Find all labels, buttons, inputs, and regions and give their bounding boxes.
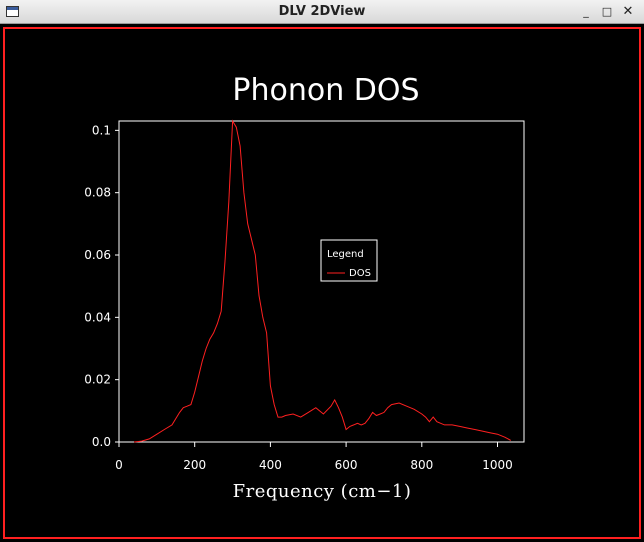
window-title: DLV 2DView [278,4,366,19]
minimize-button[interactable]: _ [583,5,589,18]
x-tick-label: 800 [410,458,433,472]
x-tick-label: 200 [183,458,206,472]
y-axis: 0.0 0.02 0.04 0.06 0.08 0.1 [84,123,119,449]
title-bar[interactable]: DLV 2DView _ □ ✕ [0,0,644,24]
x-axis-label: Frequency (cm−1) [233,481,412,502]
close-button[interactable]: ✕ [622,4,634,19]
x-tick-label: 1000 [482,458,513,472]
legend: Legend DOS [320,239,378,282]
y-tick-label: 0.08 [84,186,111,200]
series-layer [134,119,512,443]
series-line-dos [134,119,512,443]
maximize-button[interactable]: □ [601,5,613,18]
y-tick-label: 0.06 [84,248,111,262]
y-tick-label: 0.1 [92,123,111,137]
legend-label-dos: DOS [349,268,371,279]
app-window-icon[interactable] [6,6,19,17]
legend-title: Legend [327,249,364,260]
x-tick-label: 0 [115,458,123,472]
x-axis: 0 200 400 600 800 1000 [115,442,513,472]
legend-box [320,239,378,282]
y-tick-label: 0.04 [84,310,111,324]
x-tick-label: 400 [259,458,282,472]
y-tick-label: 0.0 [92,435,111,449]
x-tick-label: 600 [335,458,358,472]
plot-area [118,120,525,443]
chart-title: Phonon DOS [232,73,419,108]
y-tick-label: 0.02 [84,373,111,387]
plot-frame [3,27,641,539]
